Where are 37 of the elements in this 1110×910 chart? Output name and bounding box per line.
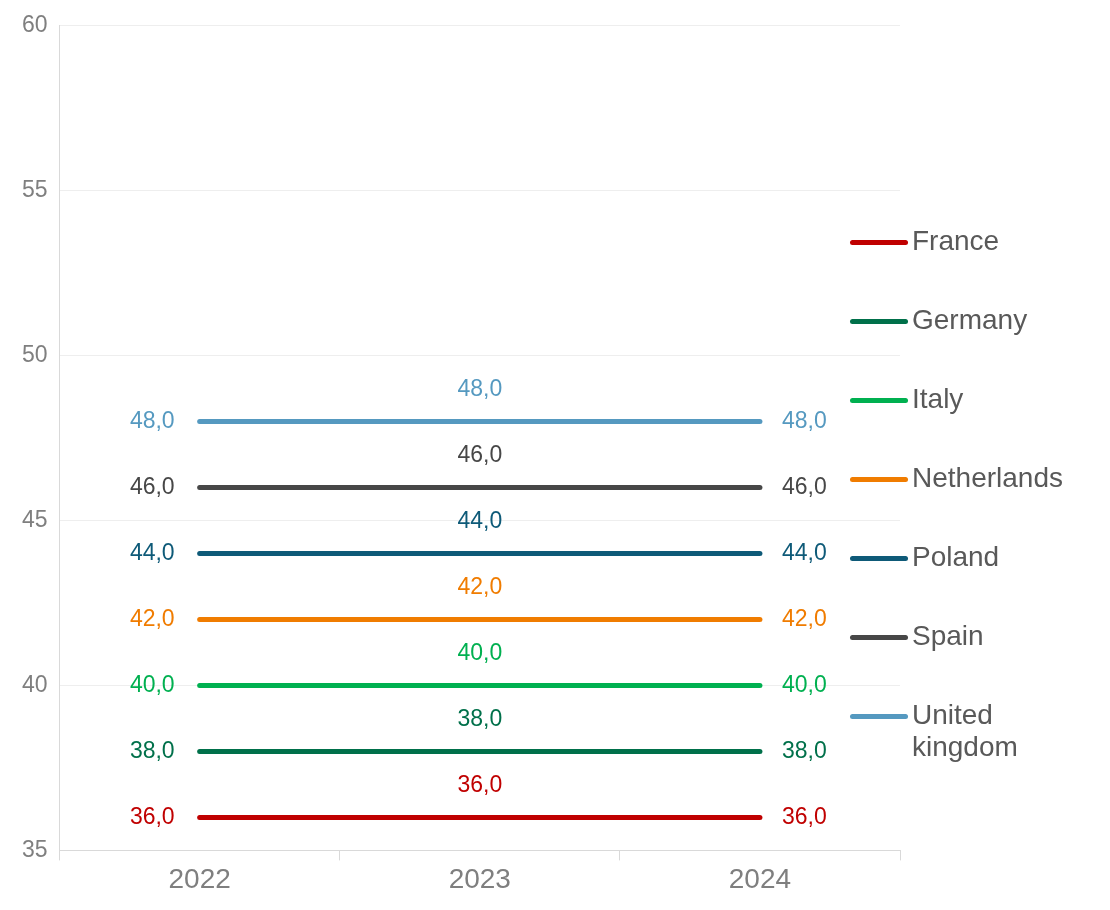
legend-label: Spain [912, 620, 984, 652]
data-label: 44,0 [457, 506, 503, 533]
legend-label: Netherlands [912, 462, 1063, 494]
data-label: 46,0 [457, 440, 503, 467]
data-label: 40,0 [129, 670, 175, 697]
x-tick-label: 2024 [728, 862, 792, 894]
data-label: 40,0 [457, 638, 503, 665]
data-label: 46,0 [781, 472, 827, 499]
data-label: 48,0 [457, 374, 503, 401]
data-label: 42,0 [129, 604, 175, 631]
data-label: 46,0 [129, 472, 175, 499]
data-label: 44,0 [781, 538, 827, 565]
legend-label: France [912, 225, 1000, 257]
data-label: 38,0 [781, 736, 827, 763]
y-tick-label: 55 [21, 176, 48, 203]
data-label: 36,0 [781, 802, 827, 829]
data-label: 38,0 [457, 704, 503, 731]
y-tick-label: 35 [21, 835, 48, 862]
data-label: 40,0 [781, 670, 827, 697]
legend-label: Germany [912, 304, 1028, 336]
y-tick-label: 60 [21, 11, 48, 38]
data-label: 48,0 [781, 406, 827, 433]
y-tick-label: 40 [21, 670, 48, 697]
y-tick-label: 45 [21, 505, 48, 532]
data-label: 36,0 [129, 802, 175, 829]
data-label: 44,0 [129, 538, 175, 565]
data-label: 48,0 [129, 406, 175, 433]
data-label: 42,0 [457, 572, 503, 599]
data-label: 38,0 [129, 736, 175, 763]
data-label: 42,0 [781, 604, 827, 631]
x-tick-label: 2022 [168, 862, 231, 894]
x-tick-label: 2023 [448, 862, 511, 894]
data-label: 36,0 [457, 770, 503, 797]
legend-label: United kingdom [912, 699, 1019, 763]
legend-label: Poland [912, 541, 1000, 573]
legend-label: Italy [912, 383, 964, 415]
y-tick-label: 50 [21, 340, 48, 367]
